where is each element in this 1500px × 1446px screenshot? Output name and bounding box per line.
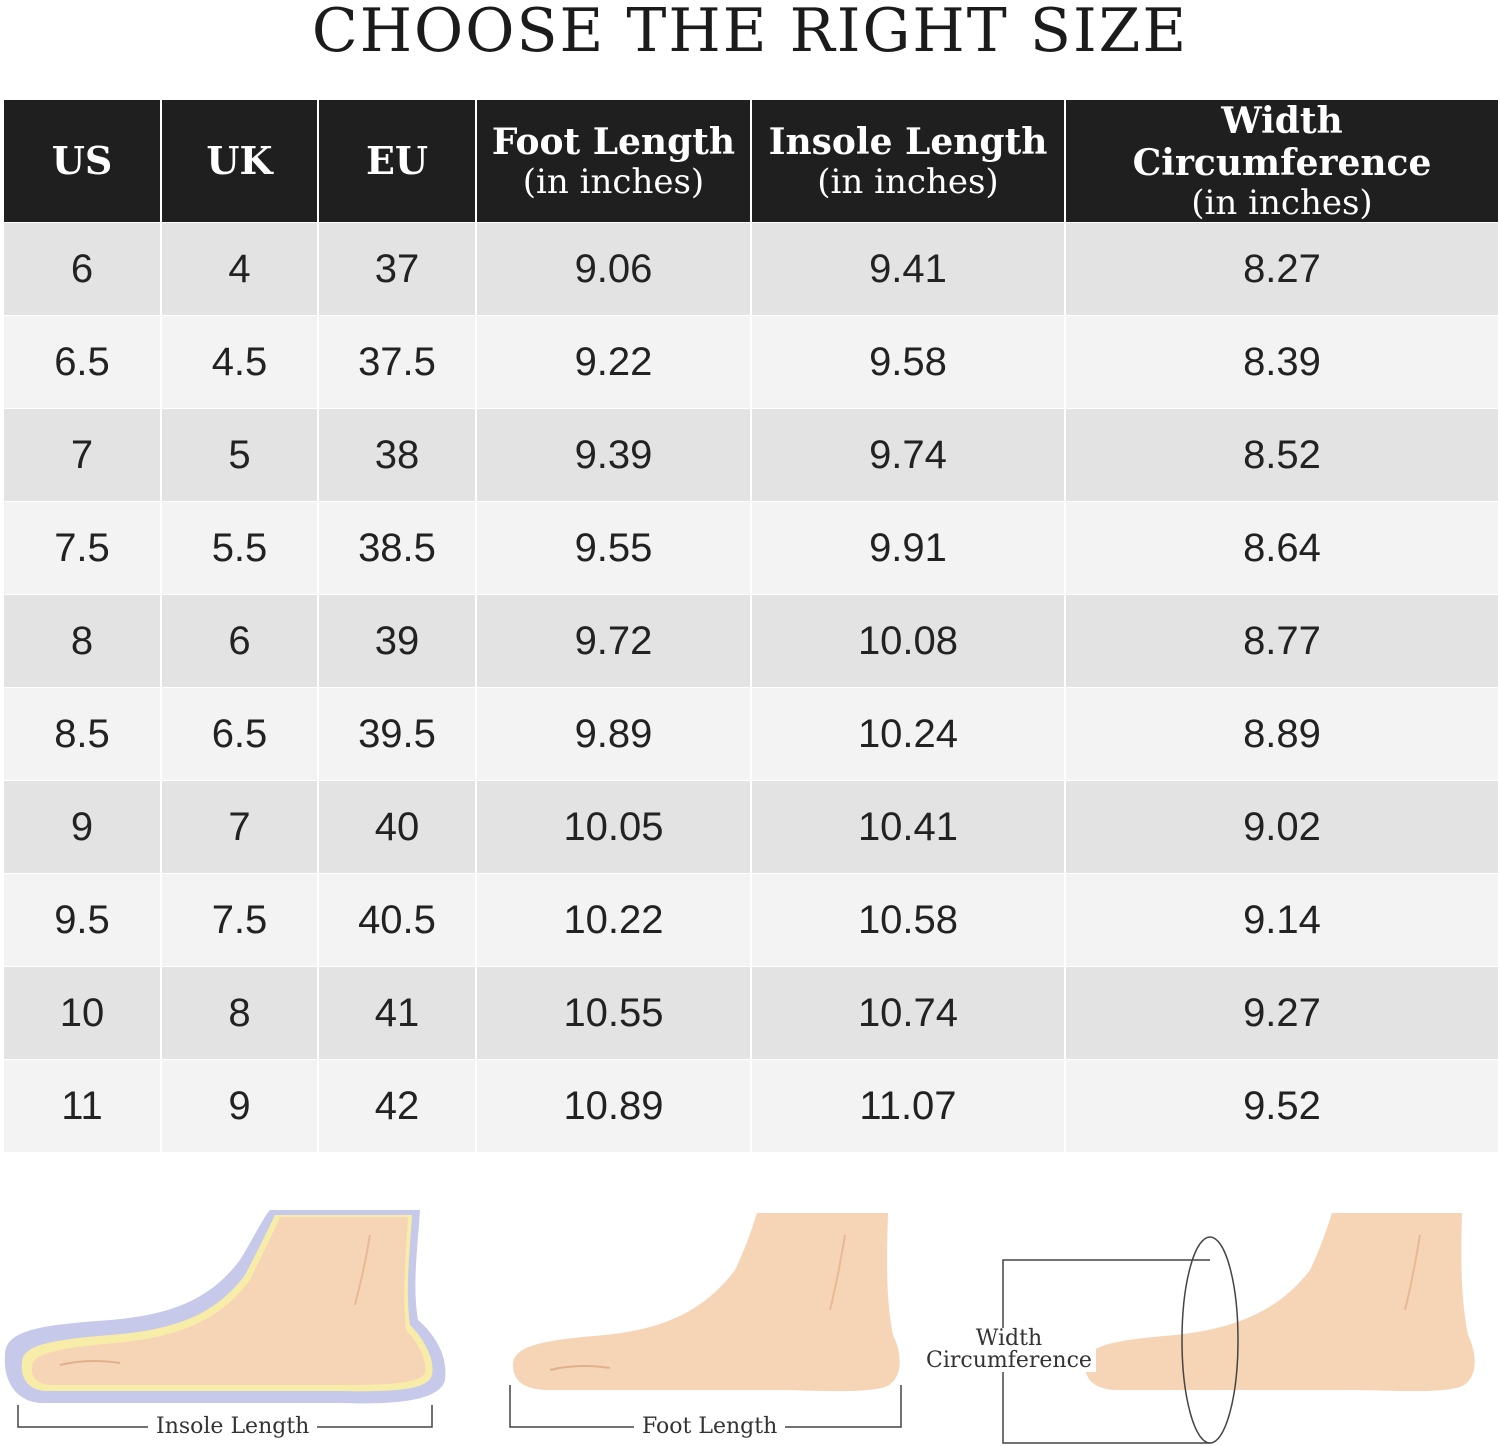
cell-eu: 40 — [318, 780, 477, 874]
foot-circumference-icon — [1085, 1213, 1475, 1392]
cell-foot-length: 10.89 — [476, 1059, 752, 1152]
cell-foot-length: 10.05 — [476, 780, 752, 874]
cell-us: 8.5 — [4, 687, 162, 781]
cell-width-circumference: 8.77 — [1065, 594, 1498, 688]
table-row: 8.5 6.5 39.5 9.89 10.24 8.89 — [4, 687, 1498, 781]
width-caption-line2: Circumference — [926, 1348, 1092, 1373]
table-row: 11 9 42 10.89 11.07 9.52 — [4, 1059, 1498, 1152]
cell-foot-length: 9.55 — [476, 501, 752, 595]
table-row: 9.5 7.5 40.5 10.22 10.58 9.14 — [4, 873, 1498, 967]
cell-uk: 4.5 — [161, 315, 319, 409]
header-us: US — [4, 100, 162, 223]
cell-insole-length: 9.74 — [751, 408, 1066, 502]
cell-uk: 6 — [161, 594, 319, 688]
cell-uk: 5.5 — [161, 501, 319, 595]
cell-uk: 7.5 — [161, 873, 319, 967]
cell-width-circumference: 8.39 — [1065, 315, 1498, 409]
cell-uk: 8 — [161, 966, 319, 1060]
foot-insole-icon — [4, 1210, 446, 1404]
cell-foot-length: 9.89 — [476, 687, 752, 781]
cell-uk: 4 — [161, 222, 319, 316]
size-chart-table: US UK EU Foot Length (in inches) Insole L… — [4, 100, 1498, 1152]
page-title: CHOOSE THE RIGHT SIZE — [311, 0, 1189, 66]
cell-us: 6.5 — [4, 315, 162, 409]
foot-side-icon — [513, 1213, 900, 1392]
cell-us: 11 — [4, 1059, 162, 1152]
cell-uk: 5 — [161, 408, 319, 502]
cell-us: 8 — [4, 594, 162, 688]
cell-uk: 9 — [161, 1059, 319, 1152]
cell-us: 7 — [4, 408, 162, 502]
cell-eu: 37 — [318, 222, 477, 316]
cell-width-circumference: 9.52 — [1065, 1059, 1498, 1152]
cell-eu: 38 — [318, 408, 477, 502]
cell-eu: 38.5 — [318, 501, 477, 595]
table-row: 6.5 4.5 37.5 9.22 9.58 8.39 — [4, 315, 1498, 409]
cell-eu: 42 — [318, 1059, 477, 1152]
width-circumference-caption: Width Circumference — [922, 1328, 1096, 1372]
cell-us: 7.5 — [4, 501, 162, 595]
cell-width-circumference: 9.14 — [1065, 873, 1498, 967]
cell-foot-length: 10.22 — [476, 873, 752, 967]
foot-length-illustration — [509, 1213, 902, 1428]
cell-foot-length: 9.72 — [476, 594, 752, 688]
cell-insole-length: 9.41 — [751, 222, 1066, 316]
table-row: 6 4 37 9.06 9.41 8.27 — [4, 222, 1498, 316]
cell-insole-length: 10.74 — [751, 966, 1066, 1060]
cell-eu: 37.5 — [318, 315, 477, 409]
table-row: 9 7 40 10.05 10.41 9.02 — [4, 780, 1498, 874]
cell-uk: 7 — [161, 780, 319, 874]
cell-insole-length: 11.07 — [751, 1059, 1066, 1152]
cell-uk: 6.5 — [161, 687, 319, 781]
header-eu: EU — [318, 100, 477, 223]
cell-width-circumference: 8.52 — [1065, 408, 1498, 502]
foot-length-caption: Foot Length — [634, 1414, 786, 1439]
cell-us: 10 — [4, 966, 162, 1060]
cell-us: 9.5 — [4, 873, 162, 967]
width-caption-line1: Width — [975, 1326, 1043, 1351]
table-row: 7 5 38 9.39 9.74 8.52 — [4, 408, 1498, 502]
width-circumference-illustration — [1002, 1213, 1475, 1444]
cell-us: 6 — [4, 222, 162, 316]
cell-width-circumference: 9.27 — [1065, 966, 1498, 1060]
cell-us: 9 — [4, 780, 162, 874]
insole-length-illustration — [4, 1210, 446, 1428]
cell-width-circumference: 8.64 — [1065, 501, 1498, 595]
cell-foot-length: 9.39 — [476, 408, 752, 502]
cell-width-circumference: 9.02 — [1065, 780, 1498, 874]
table-row: 10 8 41 10.55 10.74 9.27 — [4, 966, 1498, 1060]
header-foot-length: Foot Length (in inches) — [476, 100, 752, 223]
table-row: 7.5 5.5 38.5 9.55 9.91 8.64 — [4, 501, 1498, 595]
table-header-row: US UK EU Foot Length (in inches) Insole L… — [4, 100, 1498, 223]
header-width-circumference: Width Circumference (in inches) — [1065, 100, 1498, 223]
header-uk: UK — [161, 100, 319, 223]
cell-foot-length: 9.06 — [476, 222, 752, 316]
cell-insole-length: 10.24 — [751, 687, 1066, 781]
cell-eu: 39.5 — [318, 687, 477, 781]
insole-length-caption: Insole Length — [148, 1414, 318, 1439]
table-row: 8 6 39 9.72 10.08 8.77 — [4, 594, 1498, 688]
cell-foot-length: 10.55 — [476, 966, 752, 1060]
cell-insole-length: 9.91 — [751, 501, 1066, 595]
cell-eu: 39 — [318, 594, 477, 688]
cell-insole-length: 10.58 — [751, 873, 1066, 967]
cell-eu: 41 — [318, 966, 477, 1060]
cell-insole-length: 9.58 — [751, 315, 1066, 409]
cell-insole-length: 10.08 — [751, 594, 1066, 688]
cell-width-circumference: 8.27 — [1065, 222, 1498, 316]
cell-foot-length: 9.22 — [476, 315, 752, 409]
cell-eu: 40.5 — [318, 873, 477, 967]
cell-width-circumference: 8.89 — [1065, 687, 1498, 781]
header-insole-length: Insole Length (in inches) — [751, 100, 1066, 223]
cell-insole-length: 10.41 — [751, 780, 1066, 874]
